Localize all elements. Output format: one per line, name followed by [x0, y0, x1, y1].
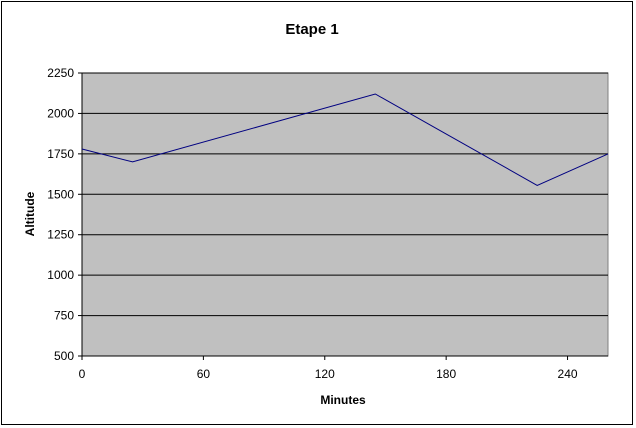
x-tick-labels: 0 60 120 180 240 — [79, 367, 578, 381]
x-axis-title: Minutes — [320, 393, 366, 407]
x-tick-label: 0 — [79, 367, 86, 381]
x-tick-label: 180 — [436, 367, 456, 381]
x-tick-label: 120 — [315, 367, 335, 381]
x-tick-label: 240 — [558, 367, 578, 381]
y-tick-label: 1750 — [47, 147, 74, 161]
y-tick-label: 500 — [54, 349, 74, 363]
y-tick-label: 750 — [54, 309, 74, 323]
plot-area — [81, 72, 609, 357]
y-tick-label: 2000 — [47, 106, 74, 120]
series-line — [81, 93, 609, 186]
y-tick-marks — [78, 72, 83, 357]
y-tick-label: 2250 — [47, 66, 74, 80]
y-axis-title: Altitude — [23, 191, 37, 236]
x-tick-label: 60 — [197, 367, 211, 381]
y-tick-labels: 500 750 1000 1250 1500 1750 2000 2250 — [47, 66, 74, 363]
y-tick-label: 1500 — [47, 187, 74, 201]
x-tick-marks — [81, 355, 608, 360]
chart-title: Etape 1 — [285, 21, 338, 38]
y-tick-label: 1250 — [47, 228, 74, 242]
y-tick-label: 1000 — [47, 268, 74, 282]
series-group — [81, 93, 609, 186]
